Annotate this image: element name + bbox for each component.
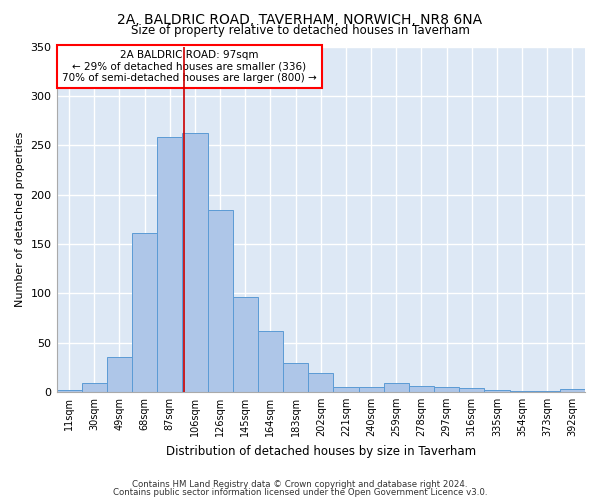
Text: 2A, BALDRIC ROAD, TAVERHAM, NORWICH, NR8 6NA: 2A, BALDRIC ROAD, TAVERHAM, NORWICH, NR8… (118, 12, 482, 26)
Bar (132, 233, 157, 392)
Bar (509, 391, 535, 392)
Text: 2A BALDRIC ROAD: 97sqm
← 29% of detached houses are smaller (336)
70% of semi-de: 2A BALDRIC ROAD: 97sqm ← 29% of detached… (62, 50, 317, 83)
Bar (409, 386, 434, 392)
Bar (107, 358, 132, 392)
Bar (484, 390, 509, 392)
Bar (157, 138, 182, 392)
Bar (560, 389, 585, 392)
Bar (56, 390, 82, 392)
Bar (359, 387, 383, 392)
Bar (283, 364, 308, 392)
Bar (258, 330, 283, 392)
Bar (208, 210, 233, 392)
Bar (383, 383, 409, 392)
Bar (535, 391, 560, 392)
Text: Contains HM Land Registry data © Crown copyright and database right 2024.: Contains HM Land Registry data © Crown c… (132, 480, 468, 489)
Bar (182, 134, 208, 392)
Y-axis label: Number of detached properties: Number of detached properties (15, 132, 25, 307)
Bar (459, 388, 484, 392)
Text: Size of property relative to detached houses in Taverham: Size of property relative to detached ho… (131, 24, 469, 37)
Text: Contains public sector information licensed under the Open Government Licence v3: Contains public sector information licen… (113, 488, 487, 497)
Bar (308, 373, 334, 392)
Bar (334, 387, 359, 392)
Bar (82, 383, 107, 392)
Bar (233, 297, 258, 392)
X-axis label: Distribution of detached houses by size in Taverham: Distribution of detached houses by size … (166, 444, 476, 458)
Bar (434, 387, 459, 392)
